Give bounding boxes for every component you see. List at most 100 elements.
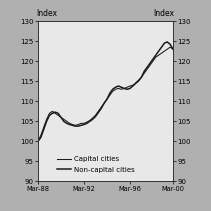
Non-capital cities <box>71 124 74 127</box>
Capital cities <box>123 87 126 90</box>
Non-capital cities <box>149 62 151 65</box>
Capital cities <box>83 122 85 124</box>
Capital cities <box>108 94 111 97</box>
Non-capital cities <box>74 125 77 127</box>
Capital cities <box>94 114 97 117</box>
Non-capital cities <box>100 107 103 110</box>
Non-capital cities <box>45 120 48 123</box>
Capital cities <box>154 56 157 58</box>
Non-capital cities <box>57 112 59 115</box>
Non-capital cities <box>106 98 108 101</box>
Non-capital cities <box>63 120 65 123</box>
Non-capital cities <box>65 122 68 124</box>
Capital cities <box>163 50 166 53</box>
Capital cities <box>166 48 169 50</box>
Text: Index: Index <box>153 9 174 18</box>
Non-capital cities <box>111 88 114 91</box>
Non-capital cities <box>91 118 94 120</box>
Capital cities <box>74 124 77 127</box>
Non-capital cities <box>68 123 71 126</box>
Non-capital cities <box>37 140 39 143</box>
Line: Capital cities: Capital cities <box>38 47 173 141</box>
Non-capital cities <box>131 85 134 87</box>
Non-capital cities <box>60 116 62 119</box>
Non-capital cities <box>103 102 105 104</box>
Line: Non-capital cities: Non-capital cities <box>38 42 173 141</box>
Capital cities <box>149 64 151 66</box>
Capital cities <box>60 116 62 119</box>
Capital cities <box>42 126 45 129</box>
Non-capital cities <box>48 114 51 117</box>
Capital cities <box>88 119 91 122</box>
Non-capital cities <box>137 79 140 82</box>
Capital cities <box>129 85 131 87</box>
Non-capital cities <box>143 70 146 72</box>
Non-capital cities <box>160 46 163 48</box>
Capital cities <box>157 54 160 56</box>
Capital cities <box>100 106 103 108</box>
Non-capital cities <box>77 125 80 127</box>
Non-capital cities <box>97 111 100 114</box>
Capital cities <box>114 88 117 91</box>
Non-capital cities <box>85 122 88 124</box>
Non-capital cities <box>108 92 111 95</box>
Capital cities <box>169 46 171 48</box>
Capital cities <box>160 52 163 54</box>
Capital cities <box>45 118 48 120</box>
Non-capital cities <box>134 82 137 85</box>
Capital cities <box>146 68 148 70</box>
Non-capital cities <box>80 124 82 127</box>
Capital cities <box>63 118 65 120</box>
Capital cities <box>51 110 54 113</box>
Non-capital cities <box>51 112 54 115</box>
Non-capital cities <box>172 48 174 50</box>
Capital cities <box>57 114 59 117</box>
Capital cities <box>106 98 108 101</box>
Non-capital cities <box>166 41 169 43</box>
Non-capital cities <box>120 86 123 88</box>
Capital cities <box>117 87 120 90</box>
Capital cities <box>91 117 94 119</box>
Capital cities <box>137 80 140 83</box>
Non-capital cities <box>114 86 117 88</box>
Capital cities <box>68 122 71 124</box>
Capital cities <box>143 72 146 74</box>
Capital cities <box>71 123 74 126</box>
Capital cities <box>111 90 114 92</box>
Non-capital cities <box>126 88 128 91</box>
Non-capital cities <box>129 87 131 90</box>
Non-capital cities <box>42 128 45 131</box>
Capital cities <box>40 134 42 137</box>
Non-capital cities <box>157 50 160 53</box>
Non-capital cities <box>83 123 85 126</box>
Non-capital cities <box>140 76 143 78</box>
Non-capital cities <box>154 54 157 56</box>
Capital cities <box>152 60 154 62</box>
Non-capital cities <box>123 87 126 90</box>
Capital cities <box>134 82 137 85</box>
Capital cities <box>85 121 88 123</box>
Non-capital cities <box>88 120 91 123</box>
Capital cities <box>97 110 100 113</box>
Capital cities <box>126 86 128 88</box>
Capital cities <box>140 76 143 78</box>
Non-capital cities <box>94 115 97 118</box>
Capital cities <box>131 84 134 87</box>
Non-capital cities <box>163 42 166 44</box>
Capital cities <box>37 140 39 143</box>
Capital cities <box>48 112 51 115</box>
Non-capital cities <box>54 111 57 113</box>
Non-capital cities <box>117 85 120 87</box>
Capital cities <box>80 122 82 124</box>
Non-capital cities <box>152 58 154 60</box>
Capital cities <box>65 120 68 123</box>
Non-capital cities <box>146 66 148 68</box>
Capital cities <box>77 123 80 126</box>
Text: Index: Index <box>37 9 58 18</box>
Capital cities <box>103 102 105 104</box>
Non-capital cities <box>169 43 171 46</box>
Non-capital cities <box>40 136 42 139</box>
Capital cities <box>172 48 174 50</box>
Capital cities <box>54 112 57 115</box>
Legend: Capital cities, Non-capital cities: Capital cities, Non-capital cities <box>55 154 137 175</box>
